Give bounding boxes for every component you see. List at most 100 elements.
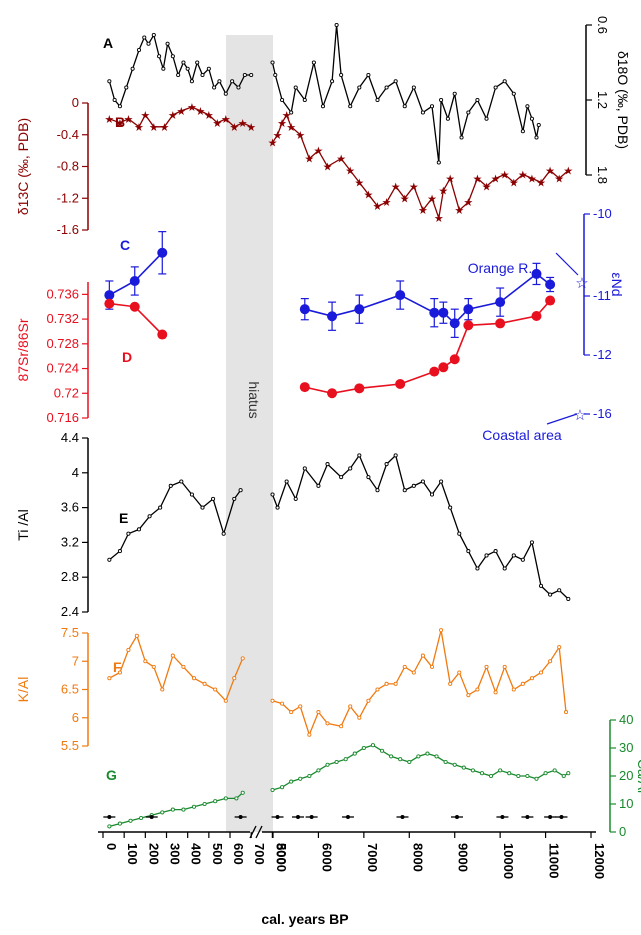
data-point-G <box>181 807 186 812</box>
data-point-G <box>107 824 112 829</box>
data-point-F <box>466 693 471 698</box>
data-point-F <box>107 676 112 681</box>
data-point-B: ★ <box>313 146 323 158</box>
data-point-F <box>357 715 362 720</box>
y-tick-label-D: 0.728 <box>46 336 79 351</box>
data-point-G <box>270 787 275 793</box>
y-tick-label-E: 3.6 <box>61 500 79 515</box>
data-point-F <box>411 670 416 675</box>
age-marker-dot <box>295 815 300 819</box>
data-point-A <box>230 79 235 84</box>
y-axis-label-C: εNd <box>609 272 625 296</box>
data-point-A <box>170 54 175 59</box>
data-point-E <box>168 483 173 488</box>
data-point-G <box>202 801 207 807</box>
data-point-B: ★ <box>212 118 222 130</box>
y-tick-label-G: 10 <box>619 796 633 811</box>
age-marker-dot <box>238 815 243 819</box>
data-point-A <box>112 97 117 103</box>
data-point-G <box>434 754 439 759</box>
age-marker-dot <box>149 815 154 819</box>
data-point-G <box>280 785 285 790</box>
data-point-F <box>126 647 131 653</box>
data-point-F <box>232 676 237 681</box>
y-tick-label-G: 0 <box>619 824 626 839</box>
y-tick-label-C: -11 <box>593 288 611 303</box>
data-point-E <box>316 483 321 488</box>
data-point-G <box>325 762 330 767</box>
age-marker-dot <box>309 815 314 819</box>
data-point-E <box>366 475 371 480</box>
data-point-G <box>425 751 430 756</box>
data-point-F <box>307 732 312 737</box>
data-point-B: ★ <box>400 193 410 205</box>
panel-letter-F: F <box>113 659 122 675</box>
data-point-A <box>534 135 539 140</box>
data-point-A <box>200 72 205 78</box>
data-point-D <box>354 383 365 394</box>
data-point-E <box>179 479 184 484</box>
data-point-G <box>543 771 548 776</box>
hiatus-label: hiatus <box>246 381 262 418</box>
data-point-B: ★ <box>204 110 214 122</box>
data-point-B: ★ <box>295 130 305 142</box>
age-marker-dot <box>559 815 564 819</box>
y-tick-label-B: -0.4 <box>57 127 79 142</box>
data-point-B: ★ <box>238 118 248 130</box>
data-point-E <box>339 475 344 480</box>
data-point-A <box>293 85 298 90</box>
x-axis-label: cal. years BP <box>261 911 348 927</box>
x-tick-label: 600 <box>231 843 246 865</box>
data-point-E <box>117 549 122 554</box>
axis-break <box>255 825 263 839</box>
data-point-A <box>529 116 535 121</box>
data-point-G <box>160 810 165 815</box>
data-point-G <box>170 807 175 812</box>
x-tick-label: 700 <box>252 843 267 865</box>
data-point-D <box>463 320 474 331</box>
plot-area: hiatus 0.6 1.2 1.8 δ18O (‰, PDB) A 0 -0.4 -0.8 -1… <box>15 16 641 879</box>
data-point-E <box>429 492 435 497</box>
y-tick-label-F: 5.5 <box>61 738 79 753</box>
data-point-G <box>443 759 448 765</box>
y-tick-label-C: -12 <box>593 347 612 362</box>
data-point-G <box>389 754 394 759</box>
data-point-A <box>525 104 530 109</box>
data-point-A <box>536 122 541 128</box>
data-point-E <box>357 453 362 458</box>
age-marker-dot <box>400 815 405 819</box>
data-point-E <box>275 505 280 510</box>
data-point-A <box>320 104 326 109</box>
data-point-F <box>448 681 453 686</box>
data-point-A <box>273 72 278 78</box>
data-point-A <box>439 97 444 103</box>
data-point-B: ★ <box>149 122 159 134</box>
data-point-G <box>213 799 218 804</box>
data-point-E <box>126 531 131 536</box>
data-point-B: ★ <box>491 173 501 185</box>
panel-letter-A: A <box>103 35 113 51</box>
data-point-F <box>484 664 489 669</box>
data-point-F <box>511 687 516 692</box>
data-point-A <box>130 66 135 71</box>
data-point-F <box>240 656 245 661</box>
data-point-G <box>128 818 133 823</box>
data-point-A <box>334 22 339 28</box>
data-point-A <box>411 85 416 90</box>
data-point-F <box>143 659 148 664</box>
series-line-C <box>304 272 551 325</box>
x-tick-label: 0 <box>104 843 119 850</box>
x-tick-label: 100 <box>125 843 140 865</box>
data-point-A <box>242 72 247 78</box>
data-point-F <box>366 698 371 703</box>
data-point-G <box>507 771 512 776</box>
data-point-A <box>146 41 151 46</box>
data-point-A <box>520 129 525 134</box>
data-point-B: ★ <box>409 181 419 193</box>
data-point-E <box>457 531 462 536</box>
data-point-G <box>552 768 557 773</box>
data-point-G <box>139 815 144 821</box>
data-point-G <box>479 771 485 776</box>
data-point-E <box>238 488 243 493</box>
